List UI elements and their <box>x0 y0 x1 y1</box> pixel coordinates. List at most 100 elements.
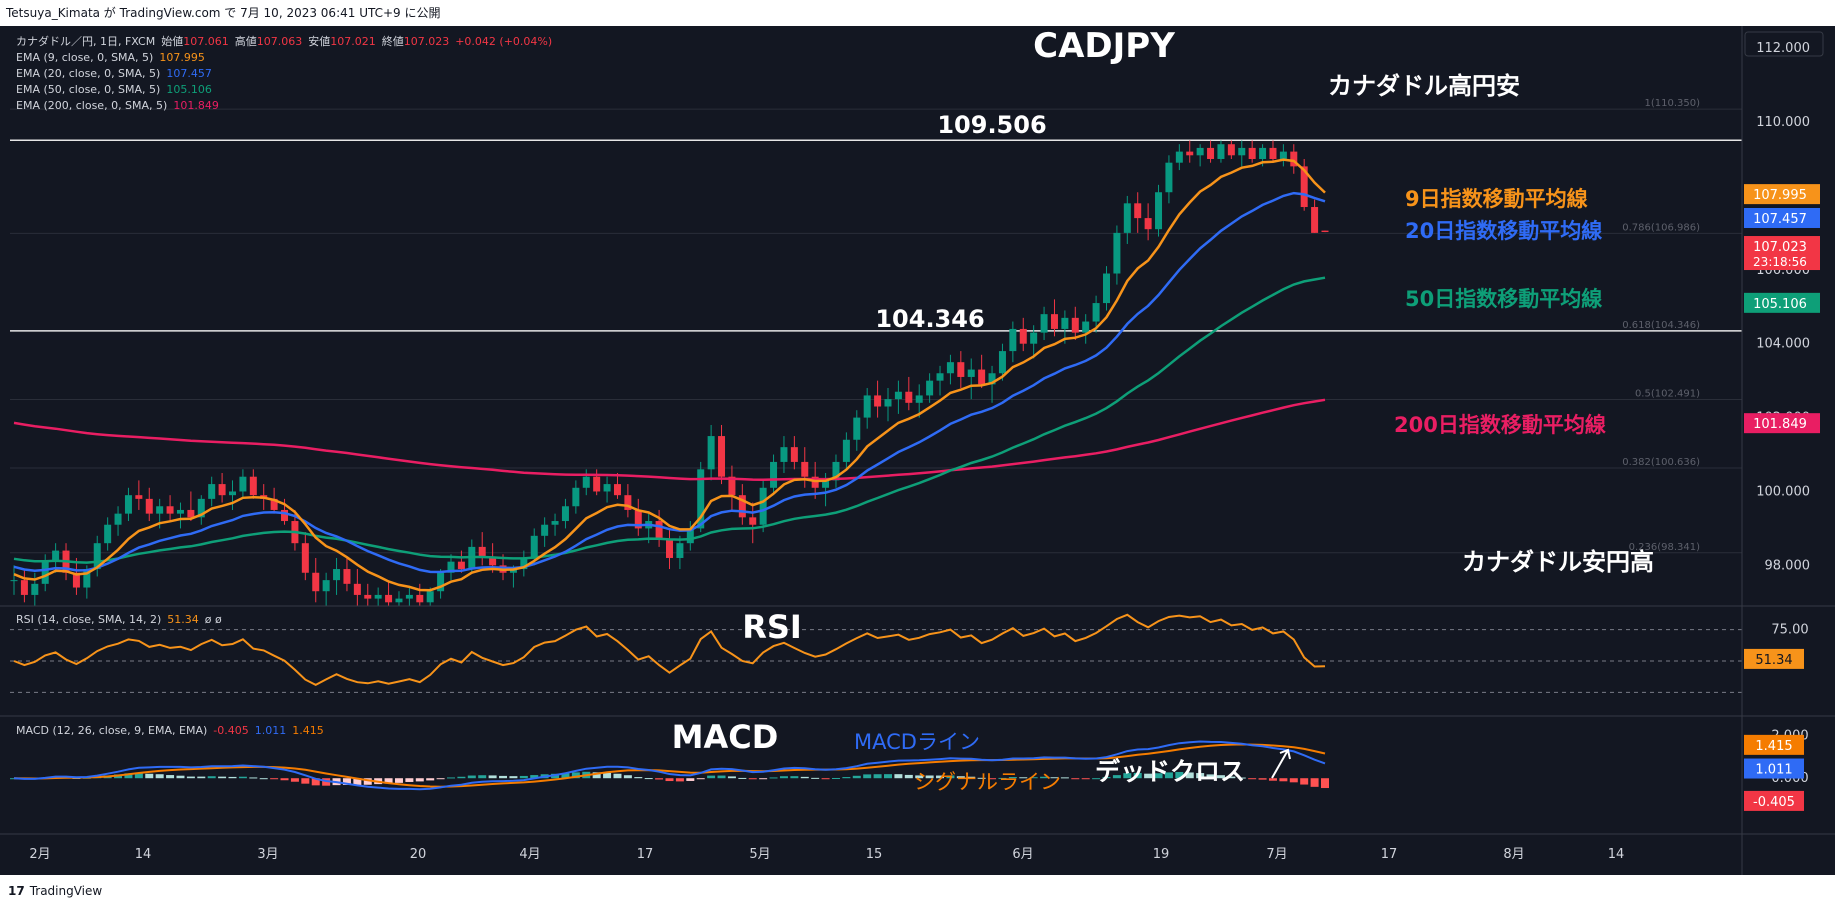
candle-body <box>936 373 944 381</box>
candle <box>707 424 715 481</box>
time-tick: 20 <box>410 847 427 862</box>
macd-histogram-bar <box>831 777 840 779</box>
candle <box>218 473 226 503</box>
candle-body <box>93 543 101 570</box>
candle-body <box>416 594 424 603</box>
candle <box>1186 140 1194 163</box>
fib-label: 0.5(102.491) <box>1635 388 1700 399</box>
macd-histogram-bar <box>727 776 736 779</box>
macd-histogram-bar <box>686 778 695 781</box>
candle-body <box>249 476 257 496</box>
ema-legend-value: 105.106 <box>166 83 212 96</box>
candle-body <box>1050 314 1058 329</box>
candle <box>790 436 798 470</box>
candle <box>1290 144 1298 174</box>
candle <box>457 550 465 573</box>
ema-legend: EMA (50, close, 0, SMA, 5) 105.106 <box>16 83 212 96</box>
ema20-label: 20日指数移動平均線 <box>1405 219 1602 243</box>
candle-body <box>1071 317 1079 333</box>
time-tick: 15 <box>866 847 883 862</box>
candle-body <box>312 572 320 592</box>
candle <box>655 509 663 547</box>
candle-body <box>187 509 195 518</box>
macd-histogram-bar <box>342 778 351 786</box>
macd-histogram-bar <box>259 778 268 780</box>
candle <box>104 517 112 551</box>
candle <box>1019 317 1027 352</box>
macd-histogram-bar <box>290 778 299 782</box>
candle <box>114 506 122 536</box>
macd-badge-bg <box>1744 790 1804 811</box>
candle <box>770 454 778 496</box>
macd-histogram-bar <box>675 778 684 782</box>
candle <box>1227 140 1235 159</box>
time-tick: 17 <box>637 847 654 862</box>
candle-body <box>946 362 954 374</box>
candle <box>801 447 809 488</box>
ohlc-low-label: 安値 <box>308 34 330 48</box>
macd-histogram-bar <box>384 778 393 784</box>
macd-histogram-bar <box>613 773 622 779</box>
price-badge-text: 101.849 <box>1753 417 1807 432</box>
macd-line <box>13 740 1326 791</box>
candle-body <box>426 591 434 603</box>
candle-body <box>509 569 517 573</box>
macd-histogram-bar <box>478 775 487 779</box>
candle <box>1040 306 1048 341</box>
candle <box>530 528 538 566</box>
candle-body <box>83 569 91 588</box>
macd-legend: MACD (12, 26, close, 9, EMA, EMA) -0.405 1… <box>16 724 324 737</box>
macd-histogram-bar <box>790 776 799 779</box>
macd-histogram-bar <box>1060 777 1069 779</box>
candle-body <box>135 495 143 499</box>
candle-body <box>1227 144 1235 156</box>
macd-histogram-bar <box>1164 772 1173 779</box>
candle-body <box>52 550 60 562</box>
candle-body <box>478 546 486 558</box>
macd-histogram-bar <box>1071 778 1080 780</box>
candle-body <box>114 513 122 525</box>
macd-histogram-bar <box>1029 777 1038 779</box>
macd-histogram-bar <box>1019 777 1028 779</box>
publish-text: Tetsuya_Kimata が TradingView.com で 7月 10… <box>6 6 441 20</box>
candle-body <box>1196 147 1204 156</box>
macd-histogram-bar <box>280 778 289 781</box>
chart-canvas[interactable]: 1(110.350) 0.786(106.986) 0.618(104.346) 0.… <box>0 26 1835 875</box>
candle <box>998 343 1006 381</box>
macd-histogram-bar <box>1258 778 1267 780</box>
macd-histogram-bar <box>779 776 788 779</box>
candle-body <box>1123 203 1131 233</box>
macd-histogram-bar <box>301 778 310 784</box>
time-tick: 4月 <box>519 847 540 862</box>
macd-histogram-bar <box>873 774 882 779</box>
candle-body <box>613 484 621 496</box>
candle <box>343 557 351 592</box>
macd-histogram-bar <box>759 778 768 780</box>
ema-legend-label: EMA (200, close, 0, SMA, 5) <box>16 99 167 112</box>
candle <box>1165 155 1173 204</box>
macd-histogram-bar <box>717 775 726 779</box>
macd-histogram-bar <box>207 776 216 779</box>
rsi-legend: RSI (14, close, SMA, 14, 2) 51.34 ø ø <box>16 613 222 626</box>
candle <box>978 354 986 389</box>
price-badge-bg <box>1744 413 1820 434</box>
price-badge: 101.849 <box>1744 413 1820 434</box>
candle-body <box>166 506 174 514</box>
dead-cross-arrow-icon <box>1271 748 1291 779</box>
price-tick: 104.000 <box>1756 337 1810 352</box>
macd-histogram-bar <box>988 778 997 780</box>
ema20-line <box>13 191 1326 574</box>
candle-body <box>1155 192 1163 230</box>
tradingview-logo-icon[interactable]: 17 <box>8 884 25 898</box>
macd-histogram-bar <box>1300 778 1309 785</box>
candle-body <box>915 395 923 403</box>
candle <box>697 461 705 533</box>
macd-badge-text: -0.405 <box>1753 795 1795 810</box>
fib-label: 0.236(98.341) <box>1629 542 1701 553</box>
macd-legend-label: MACD (12, 26, close, 9, EMA, EMA) <box>16 724 207 737</box>
ohlc-open: 107.061 <box>183 35 229 48</box>
candle-body <box>322 580 330 592</box>
footer: 17 TradingView <box>0 875 1835 907</box>
candle-body <box>405 594 413 599</box>
candle <box>135 480 143 510</box>
